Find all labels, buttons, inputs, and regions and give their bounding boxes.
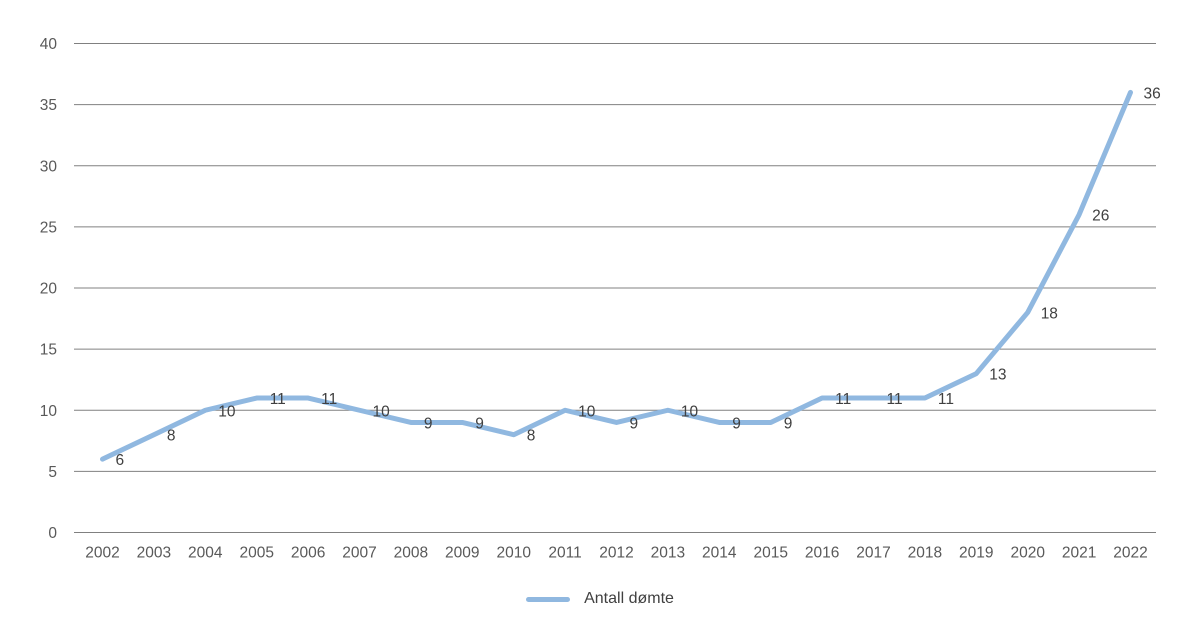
data-label: 13 — [989, 367, 1006, 384]
x-axis-tick-label: 2015 — [753, 545, 787, 562]
y-axis-tick-label: 10 — [40, 403, 58, 420]
data-label: 18 — [1041, 305, 1058, 322]
x-axis-tick-label: 2010 — [496, 545, 531, 562]
data-label: 9 — [732, 415, 741, 432]
plot-area: 0 5 10 15 20 25 30 35 40 2002 2003 2004 2005 2006 2007… — [40, 36, 1161, 562]
series-line-antall-domte — [100, 89, 1133, 462]
data-label: 11 — [887, 391, 903, 408]
x-axis-tick-label: 2003 — [137, 545, 171, 562]
y-axis-tick-label: 30 — [40, 158, 58, 175]
data-label: 9 — [424, 415, 433, 432]
x-axis-tick-label: 2020 — [1010, 545, 1045, 562]
x-axis-tick-label: 2014 — [702, 545, 737, 562]
x-axis-tick-label: 2004 — [188, 545, 223, 562]
data-label: 9 — [784, 415, 793, 432]
x-axis-tick-label: 2002 — [85, 545, 119, 562]
data-label: 36 — [1144, 85, 1161, 102]
data-label: 10 — [578, 403, 596, 420]
y-axis-tick-label: 35 — [40, 97, 57, 114]
x-axis-tick-label: 2006 — [291, 545, 325, 562]
legend: Antall dømte — [0, 589, 1200, 609]
data-label: 11 — [938, 391, 954, 408]
x-axis-tick-label: 2007 — [342, 545, 376, 562]
data-label: 11 — [321, 391, 337, 408]
x-axis-tick-label: 2022 — [1113, 545, 1147, 562]
data-label: 11 — [270, 391, 286, 408]
y-axis-tick-label: 0 — [48, 525, 57, 542]
x-axis-tick-label: 2019 — [959, 545, 993, 562]
data-label: 9 — [475, 415, 484, 432]
y-axis-tick-label: 40 — [40, 36, 58, 53]
data-label: 10 — [218, 403, 236, 420]
x-axis-tick-label: 2011 — [548, 545, 581, 562]
x-axis-tick-label: 2017 — [856, 545, 890, 562]
x-axis-tick-label: 2012 — [599, 545, 633, 562]
x-axis-tick-label: 2005 — [239, 545, 273, 562]
data-label: 8 — [167, 428, 176, 445]
x-axis-tick-label: 2021 — [1062, 545, 1096, 562]
x-axis-tick-label: 2018 — [908, 545, 942, 562]
y-axis-tick-label: 15 — [40, 342, 57, 359]
data-label: 26 — [1092, 208, 1109, 225]
data-label: 6 — [116, 452, 125, 469]
data-label: 8 — [527, 428, 536, 445]
y-axis-tick-label: 5 — [48, 464, 57, 481]
data-label: 10 — [681, 403, 699, 420]
y-axis-tick-label: 20 — [40, 281, 58, 298]
x-axis-tick-label: 2008 — [394, 545, 428, 562]
y-axis-tick-label: 25 — [40, 219, 57, 236]
data-label: 9 — [630, 415, 639, 432]
legend-label: Antall dømte — [584, 590, 674, 607]
data-label: 10 — [373, 403, 391, 420]
x-axis-tick-label: 2013 — [651, 545, 685, 562]
x-axis-tick-label: 2009 — [445, 545, 479, 562]
x-axis-tick-label: 2016 — [805, 545, 839, 562]
data-label: 11 — [835, 391, 851, 408]
legend-line-swatch — [526, 596, 571, 602]
